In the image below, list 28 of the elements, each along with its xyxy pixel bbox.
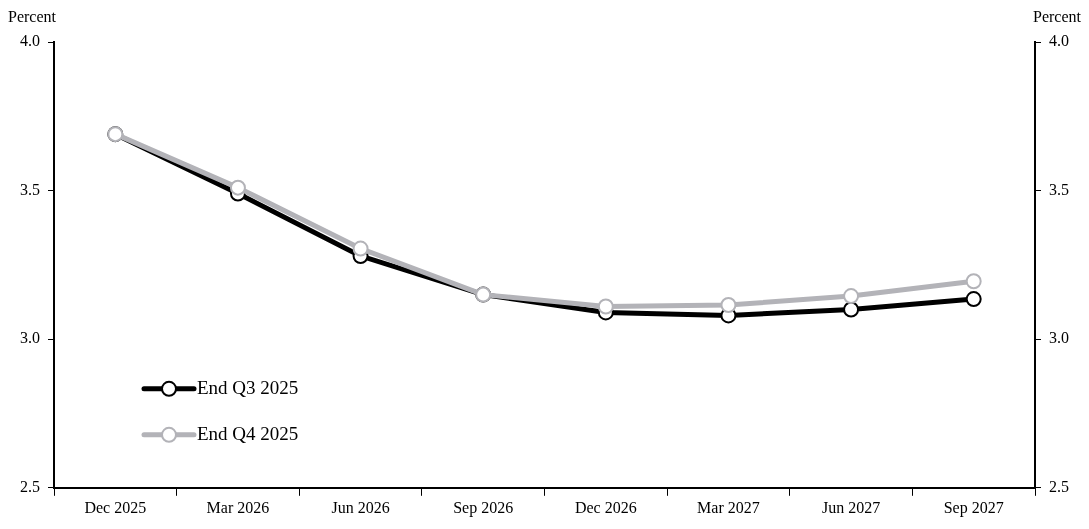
- point: [965, 291, 982, 308]
- x-tick-label: Jun 2027: [821, 498, 881, 516]
- point: [352, 240, 369, 257]
- y-tick-label: 3.5: [20, 180, 40, 198]
- x-tick-label: Dec 2026: [574, 498, 637, 516]
- x-tick-label: Sep 2026: [453, 498, 514, 517]
- legend-label: End Q4 2025: [197, 422, 299, 444]
- point: [965, 273, 982, 290]
- x-tick-label: Dec 2025: [84, 498, 147, 516]
- y2-tick-label: 3.0: [1049, 329, 1069, 347]
- y-axis-title: Percent: [8, 8, 57, 26]
- x-tick-label: Sep 2027: [943, 498, 1004, 517]
- y2-tick-label: 4.0: [1049, 32, 1069, 50]
- y-tick-label: 2.5: [20, 478, 40, 495]
- y2-axis-title: Percent: [1033, 8, 1082, 26]
- x-tick-label: Jun 2026: [331, 498, 390, 516]
- y2-tick-label: 2.5: [1049, 478, 1069, 495]
- y-tick-label: 4.0: [20, 32, 40, 50]
- point: [597, 298, 614, 315]
- y2-tick-label: 3.5: [1049, 180, 1069, 198]
- point: [843, 301, 860, 318]
- point: [229, 179, 246, 196]
- point: [720, 297, 737, 314]
- x-tick-label: Mar 2027: [697, 498, 760, 516]
- legend-label: End Q3 2025: [197, 376, 299, 398]
- point: [843, 288, 860, 305]
- y-tick-label: 3.0: [20, 329, 40, 347]
- x-tick-label: Mar 2026: [206, 498, 270, 516]
